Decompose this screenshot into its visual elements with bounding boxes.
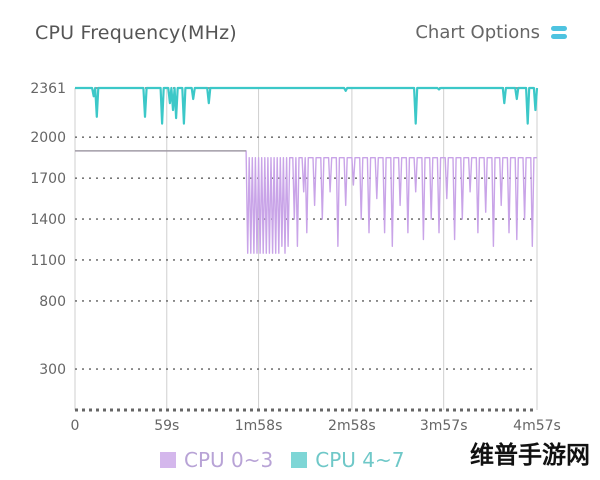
legend-item-cpu-0-3[interactable]: CPU 0~3 xyxy=(160,448,273,472)
x-tick-label-0: 0 xyxy=(71,418,80,434)
frequency-chart: 300 800 1100 1400 1700 2000 2361 0 59s 1m58s 2m58s… xyxy=(0,70,600,440)
toggle-lines-icon xyxy=(551,25,567,39)
x-tick-label-2: 1m58s xyxy=(235,418,283,434)
legend-label-cpu-0-3: CPU 0~3 xyxy=(184,448,274,472)
y-tick-label-5: 2000 xyxy=(30,130,66,146)
watermark-text: 维普手游网 xyxy=(470,441,590,469)
y-tick-label-6: 2361 xyxy=(30,81,66,97)
y-tick-label-1: 800 xyxy=(39,294,66,310)
y-tick-label-3: 1400 xyxy=(30,212,66,228)
series-line-cpu-4-7 xyxy=(75,86,539,125)
y-tick-label-0: 300 xyxy=(39,362,66,378)
chart-options-label: Chart Options xyxy=(415,22,540,43)
legend-swatch-cpu-4-7 xyxy=(291,452,308,468)
chart-options-button[interactable]: Chart Options xyxy=(415,22,568,43)
legend-swatch-cpu-0-3 xyxy=(160,452,176,468)
chart-svg: 300 800 1100 1400 1700 2000 2361 0 59s 1m58s 2m58s… xyxy=(30,81,561,434)
chart-title: CPU Frequency(MHz) xyxy=(35,22,237,44)
chart-header: CPU Frequency(MHz) Chart Options xyxy=(0,0,600,70)
x-tick-label-5: 4m57s xyxy=(513,418,561,434)
y-tick-label-2: 1100 xyxy=(30,253,66,269)
y-tick-label-4: 1700 xyxy=(30,171,66,187)
legend-item-cpu-4-7[interactable]: CPU 4~7 xyxy=(291,448,404,472)
chart-legend: CPU 0~3 CPU 4~7 xyxy=(160,448,404,472)
legend-label-cpu-4-7: CPU 4~7 xyxy=(315,448,405,472)
x-tick-label-4: 3m57s xyxy=(420,418,468,434)
x-tick-label-3: 2m58s xyxy=(328,418,376,434)
x-tick-label-1: 59s xyxy=(154,418,179,434)
series-line-cpu-0-3 xyxy=(75,150,537,254)
